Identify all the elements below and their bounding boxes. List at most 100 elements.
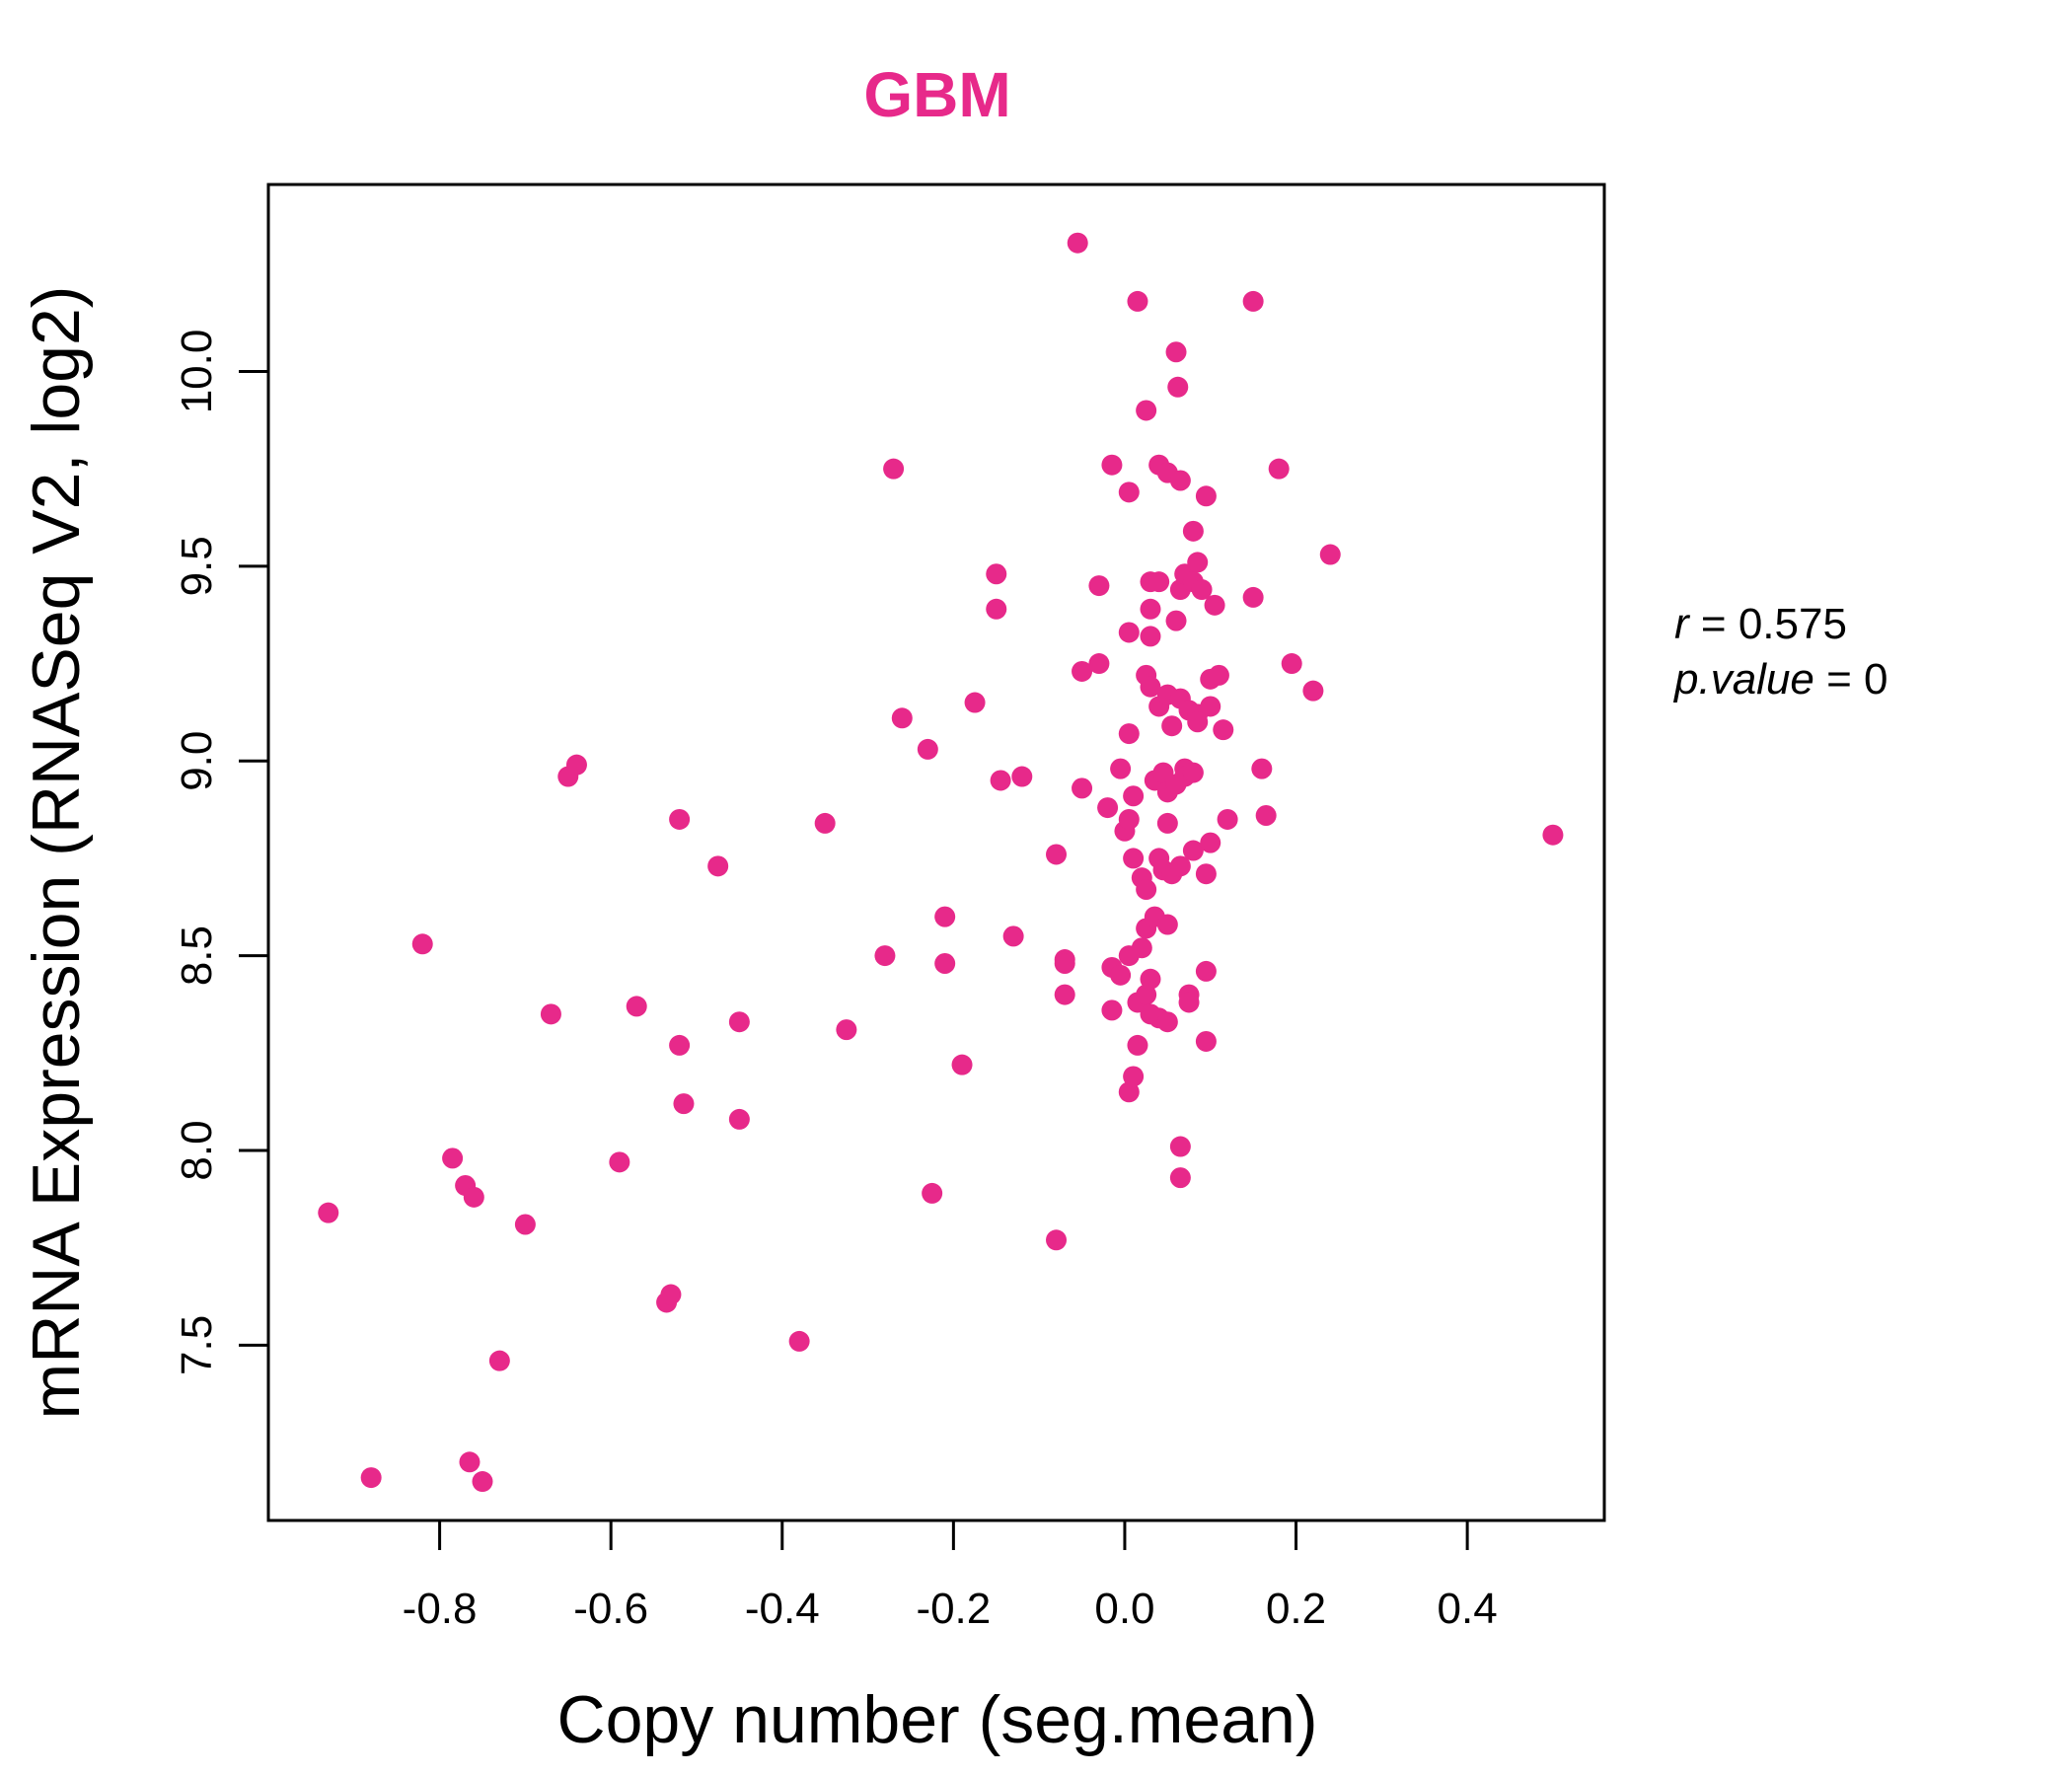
data-point [1195, 863, 1217, 885]
data-point [1542, 824, 1564, 846]
data-point [1187, 552, 1209, 573]
data-points [318, 232, 1564, 1493]
data-point [1182, 840, 1204, 861]
data-point [1097, 797, 1119, 819]
data-point [707, 855, 729, 877]
data-point [1140, 598, 1161, 620]
data-point [1182, 762, 1204, 783]
data-point [1156, 812, 1178, 834]
data-point [922, 1182, 943, 1204]
r-stat: r = 0.575 [1674, 600, 1847, 648]
data-point [660, 1284, 682, 1305]
data-point [540, 1003, 561, 1025]
y-tick-label: 9.5 [173, 536, 221, 596]
data-point [360, 1467, 382, 1489]
data-point [986, 563, 1007, 585]
data-point [964, 692, 986, 713]
data-point [1242, 290, 1264, 312]
x-axis: -0.8 -0.6 -0.4 -0.2 0.0 0.2 0.4 [403, 1518, 1498, 1633]
data-point [1169, 855, 1191, 877]
p-label: p.value [1672, 655, 1814, 703]
data-point [1204, 594, 1225, 616]
r-value: 0.575 [1739, 600, 1847, 648]
data-point [986, 598, 1007, 620]
r-label: r [1674, 600, 1691, 648]
data-point [1123, 1066, 1145, 1087]
data-point [1054, 984, 1075, 1005]
data-point [565, 754, 587, 776]
data-point [1165, 610, 1187, 631]
x-tick-label: 0.2 [1266, 1585, 1326, 1633]
plot-frame [266, 183, 1606, 1522]
data-point [1178, 992, 1200, 1013]
data-point [1046, 1229, 1068, 1251]
data-point [917, 738, 938, 760]
data-point [1118, 1081, 1140, 1103]
data-point [1182, 520, 1204, 542]
data-point [669, 808, 691, 830]
data-point [1136, 879, 1157, 901]
data-point [442, 1147, 464, 1169]
data-point [814, 812, 836, 834]
data-point [1255, 804, 1277, 826]
data-point [1200, 696, 1221, 717]
data-point [1046, 844, 1068, 865]
y-tick-label: 8.5 [173, 925, 221, 986]
data-point [609, 1151, 630, 1173]
data-point [1195, 960, 1217, 982]
data-point [472, 1471, 493, 1493]
data-point [673, 1093, 695, 1115]
data-point [934, 906, 956, 927]
data-point [1101, 454, 1123, 476]
data-point [1136, 984, 1157, 1005]
data-point [1072, 777, 1093, 799]
data-point [1140, 968, 1161, 990]
data-point [1167, 376, 1189, 398]
data-point [318, 1202, 339, 1223]
data-point [1268, 458, 1290, 480]
data-point [1101, 999, 1123, 1021]
y-tick-label: 10.0 [173, 330, 221, 414]
data-point [1067, 232, 1088, 254]
data-point [459, 1451, 481, 1473]
data-point [1123, 785, 1145, 807]
data-point [1200, 832, 1221, 853]
data-point [1191, 579, 1213, 601]
data-point [1165, 341, 1187, 363]
p-value: 0 [1864, 655, 1887, 703]
data-point [1072, 660, 1093, 682]
x-tick-label: 0.4 [1438, 1585, 1498, 1633]
y-axis-label: mRNA Expression (RNASeq V2, log2) [19, 286, 94, 1420]
chart-title: GBM [863, 59, 1010, 130]
data-point [1208, 664, 1229, 686]
data-point [1123, 848, 1145, 869]
data-point [1088, 575, 1110, 597]
data-point [951, 1054, 973, 1075]
data-point [728, 1108, 750, 1130]
data-point [1156, 914, 1178, 935]
data-point [1148, 571, 1170, 593]
data-point [1136, 400, 1157, 421]
x-tick-label: -0.2 [916, 1585, 991, 1633]
data-point [1088, 653, 1110, 675]
data-point [1118, 622, 1140, 643]
data-point [626, 996, 647, 1017]
data-point [874, 945, 896, 967]
data-point [1156, 1011, 1178, 1033]
data-point [1169, 470, 1191, 491]
data-point [1281, 653, 1302, 675]
y-tick-label: 7.5 [173, 1315, 221, 1375]
y-tick-label: 8.0 [173, 1120, 221, 1180]
data-point [1217, 808, 1238, 830]
data-point [1118, 808, 1140, 830]
data-point [1251, 758, 1273, 779]
data-point [1127, 1034, 1148, 1056]
data-point [1127, 290, 1148, 312]
data-point [891, 707, 913, 729]
data-point [1187, 711, 1209, 733]
data-point [1054, 953, 1075, 975]
data-point [488, 1350, 510, 1371]
data-point [1242, 586, 1264, 608]
data-point [1131, 937, 1152, 959]
